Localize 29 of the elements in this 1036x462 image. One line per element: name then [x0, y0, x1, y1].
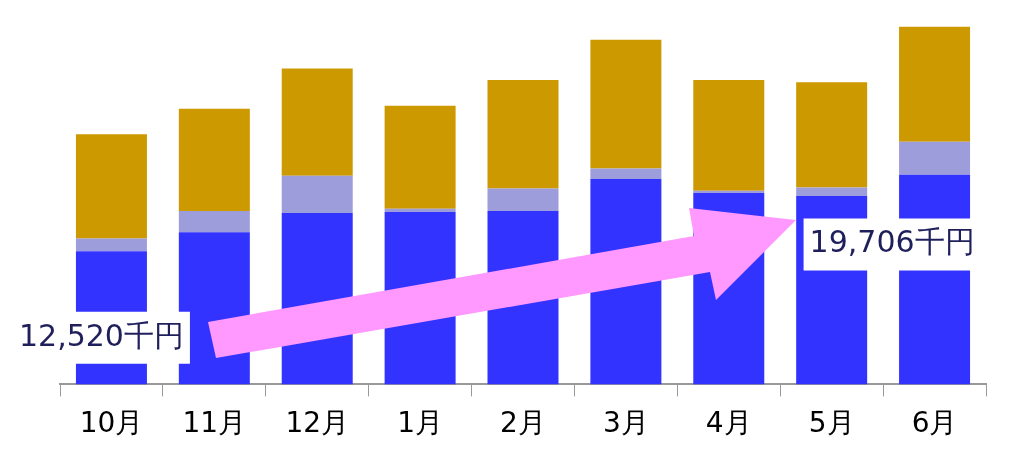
- data-label: 19,706千円: [809, 224, 975, 260]
- bar: [693, 80, 765, 191]
- bar: [384, 105, 456, 209]
- x-tick-label: 12月: [285, 406, 350, 440]
- bar: [590, 168, 662, 180]
- bar: [487, 188, 559, 211]
- bar: [796, 187, 868, 197]
- bar: [281, 175, 353, 214]
- x-tick-label: 3月: [602, 406, 649, 440]
- x-tick-label: 1月: [397, 406, 444, 440]
- data-label: 12,520千円: [18, 317, 184, 353]
- x-tick-label: 6月: [911, 406, 958, 440]
- bar: [899, 26, 971, 142]
- bar: [178, 210, 250, 233]
- bar: [75, 238, 147, 252]
- x-tick-label: 5月: [808, 406, 855, 440]
- x-tick-label: 2月: [500, 406, 546, 440]
- bar: [75, 134, 147, 239]
- bar: [487, 80, 559, 189]
- bar: [899, 141, 971, 175]
- bar: [590, 39, 662, 169]
- x-tick-label: 4月: [705, 406, 752, 440]
- bar: [796, 82, 868, 188]
- bar: [281, 68, 353, 176]
- bar: [384, 208, 456, 213]
- x-tick-label: 10月: [79, 406, 144, 440]
- bar: [693, 190, 765, 193]
- bar: [178, 108, 250, 211]
- x-tick-label: 11月: [182, 406, 247, 440]
